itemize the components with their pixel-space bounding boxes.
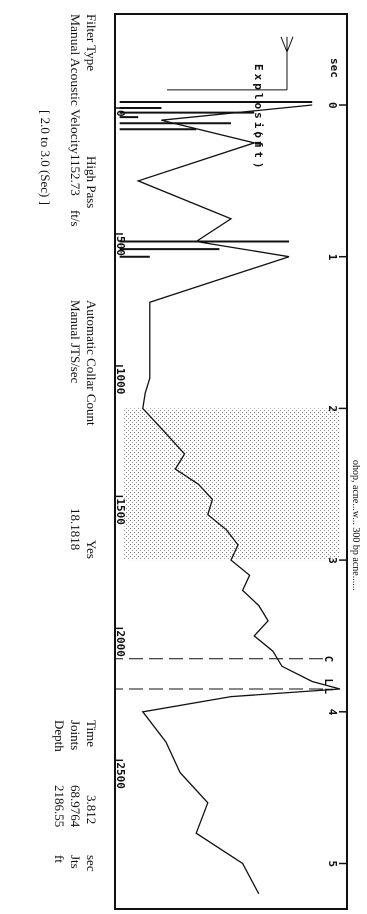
velocity-unit: ft/s	[68, 210, 83, 227]
explosion-label: Explosion	[252, 64, 265, 151]
collar-count-label: Automatic Collar Count	[84, 300, 99, 426]
time-tick-label-4: 4	[326, 709, 339, 716]
series-trace	[136, 104, 341, 895]
depth-tick-label-1: 500	[114, 236, 127, 256]
explosion-unit-label: (ft)	[252, 130, 265, 173]
collar-count-value: Yes	[84, 540, 99, 559]
depth-unit: ft	[52, 855, 67, 863]
marker-label-0: C	[322, 656, 335, 663]
marker-label-1: L	[322, 678, 335, 685]
jts-label: Manual JTS/sec	[68, 300, 83, 384]
time-unit: sec	[84, 855, 99, 872]
trace-layer	[136, 104, 341, 895]
marker-label-2: L	[322, 688, 335, 695]
time-tick-label-0: 0	[326, 102, 339, 109]
time-tick-label-2: 2	[326, 405, 339, 412]
explosion-arrow	[280, 36, 294, 54]
depth-tick-label-3: 1500	[114, 498, 127, 525]
time-tick-label-1: 1	[326, 254, 339, 261]
velocity-label: Manual Acoustic Velocity	[68, 14, 83, 155]
range-text: [ 2.0 to 3.0 (Sec) ]	[38, 110, 53, 205]
depth-tick-label-2: 1000	[114, 368, 127, 395]
joints-value: 68.9764	[68, 785, 83, 828]
time-tick-label-3: 3	[326, 557, 339, 564]
jts-value: 18.1818	[68, 508, 83, 550]
filter-type-label: Filter Type	[84, 14, 99, 71]
joints-label: Joints	[68, 720, 83, 750]
shaded-region-layer	[123, 408, 339, 561]
depth-tick-label-5: 2500	[114, 762, 127, 789]
depth-tick-label-0: 0	[114, 110, 127, 117]
filter-type-value: High Pass	[84, 156, 99, 208]
time-label: Time	[84, 720, 99, 747]
velocity-value: 1152.73	[68, 154, 83, 196]
depth-value: 2186.55	[52, 785, 67, 827]
axes-layer: 0 1 2 3 4 5 0 500 1000 1500 2000 2500	[114, 102, 347, 867]
info-block: Filter Type High Pass Automatic Collar C…	[38, 14, 99, 872]
top-edge-text: ohop, acne...w... 300 bp acne......	[350, 460, 361, 591]
time-value: 3.812	[84, 795, 99, 824]
shaded-region	[123, 408, 339, 561]
plot-frame	[114, 13, 348, 910]
time-tick-label-5: 5	[326, 860, 339, 867]
depth-label: Depth	[52, 720, 67, 752]
time-axis-label: sec	[328, 58, 341, 78]
joints-unit: Jts	[68, 855, 83, 869]
depth-tick-label-4: 2000	[114, 630, 127, 657]
